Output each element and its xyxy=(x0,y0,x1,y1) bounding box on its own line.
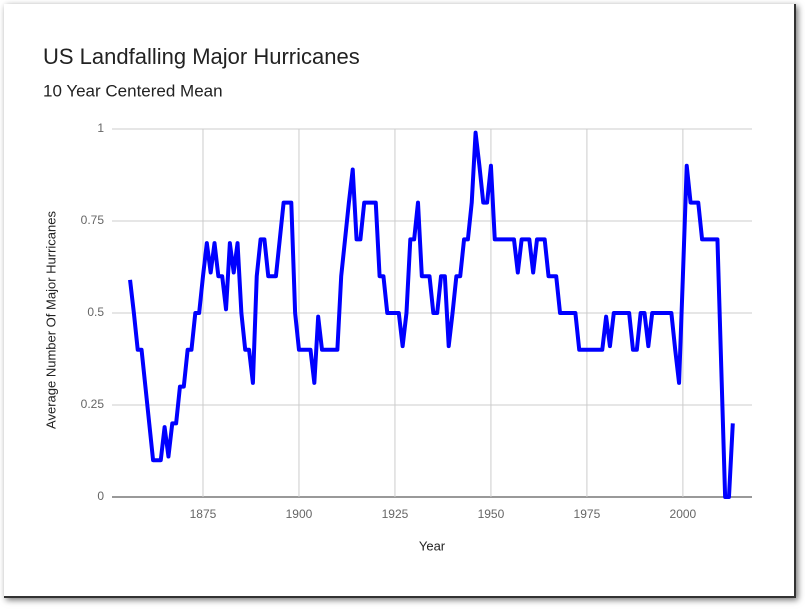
y-tick-label: 0 xyxy=(97,489,104,503)
chart-title: US Landfalling Major Hurricanes xyxy=(43,44,360,69)
chart-subtitle: 10 Year Centered Mean xyxy=(43,81,223,100)
x-tick-label: 1875 xyxy=(190,507,217,521)
x-tick-label: 1975 xyxy=(574,507,601,521)
x-axis-label: Year xyxy=(419,538,446,553)
y-tick-label: 1 xyxy=(97,121,104,135)
y-tick-label: 0.25 xyxy=(81,397,105,411)
data-line xyxy=(128,130,735,499)
x-tick-label: 1925 xyxy=(382,507,409,521)
y-axis-label: Average Number Of Major Hurricanes xyxy=(43,211,58,429)
y-tick-label: 0.5 xyxy=(87,305,104,319)
x-tick-label: 1950 xyxy=(478,507,505,521)
x-tick-label: 1900 xyxy=(286,507,313,521)
x-tick-label: 2000 xyxy=(670,507,697,521)
y-tick-label: 0.75 xyxy=(81,213,105,227)
chart-card xyxy=(4,4,796,598)
